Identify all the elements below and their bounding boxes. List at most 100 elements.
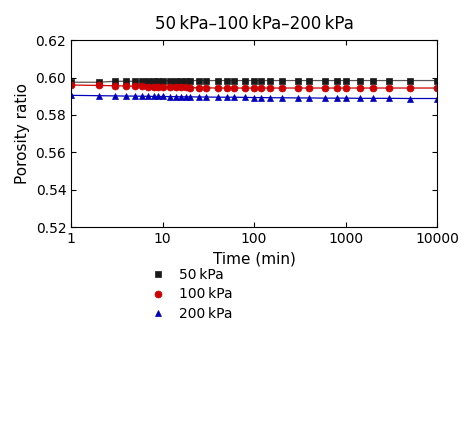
100 kPa — [96, 83, 101, 88]
100 kPa — [370, 85, 376, 91]
200 kPa — [155, 94, 161, 99]
Line: 50 kPa: 50 kPa — [68, 77, 440, 86]
50 kPa — [203, 78, 209, 83]
200 kPa — [139, 94, 145, 99]
Line: 200 kPa: 200 kPa — [68, 92, 440, 102]
Y-axis label: Porosity ratio: Porosity ratio — [15, 83, 30, 184]
100 kPa — [155, 84, 161, 89]
200 kPa — [251, 95, 257, 100]
50 kPa — [295, 78, 301, 83]
200 kPa — [224, 95, 229, 100]
50 kPa — [231, 78, 237, 83]
50 kPa — [151, 78, 156, 83]
100 kPa — [334, 85, 339, 91]
100 kPa — [123, 83, 129, 88]
50 kPa — [370, 78, 376, 83]
100 kPa — [187, 85, 193, 90]
200 kPa — [334, 96, 339, 101]
100 kPa — [434, 85, 440, 91]
200 kPa — [146, 94, 151, 99]
100 kPa — [139, 84, 145, 89]
200 kPa — [322, 96, 328, 101]
200 kPa — [123, 94, 129, 99]
100 kPa — [132, 84, 138, 89]
50 kPa — [279, 78, 284, 83]
200 kPa — [242, 95, 248, 100]
100 kPa — [160, 84, 165, 89]
50 kPa — [123, 79, 129, 84]
50 kPa — [407, 78, 412, 83]
Title: 50 kPa–100 kPa–200 kPa: 50 kPa–100 kPa–200 kPa — [155, 15, 354, 33]
200 kPa — [196, 94, 202, 99]
50 kPa — [267, 78, 273, 83]
100 kPa — [251, 85, 257, 91]
50 kPa — [187, 78, 193, 83]
200 kPa — [112, 94, 118, 99]
200 kPa — [187, 94, 193, 99]
200 kPa — [203, 94, 209, 99]
50 kPa — [224, 78, 229, 83]
50 kPa — [160, 78, 165, 83]
200 kPa — [160, 94, 165, 99]
200 kPa — [434, 96, 440, 101]
200 kPa — [370, 96, 376, 101]
200 kPa — [183, 94, 189, 99]
200 kPa — [386, 96, 392, 101]
200 kPa — [279, 95, 284, 100]
50 kPa — [322, 78, 328, 83]
50 kPa — [167, 78, 173, 83]
Legend: 50 kPa, 100 kPa, 200 kPa: 50 kPa, 100 kPa, 200 kPa — [144, 268, 232, 321]
200 kPa — [179, 94, 184, 99]
100 kPa — [224, 85, 229, 91]
200 kPa — [258, 95, 264, 100]
50 kPa — [132, 79, 138, 84]
100 kPa — [146, 84, 151, 89]
100 kPa — [322, 85, 328, 91]
100 kPa — [295, 85, 301, 91]
50 kPa — [357, 78, 363, 83]
100 kPa — [215, 85, 220, 91]
50 kPa — [306, 78, 312, 83]
200 kPa — [357, 96, 363, 101]
100 kPa — [68, 82, 74, 88]
200 kPa — [173, 94, 179, 99]
100 kPa — [231, 85, 237, 91]
200 kPa — [96, 93, 101, 98]
50 kPa — [139, 78, 145, 83]
200 kPa — [343, 96, 348, 101]
100 kPa — [242, 85, 248, 91]
200 kPa — [267, 95, 273, 100]
100 kPa — [167, 85, 173, 90]
100 kPa — [196, 85, 202, 91]
200 kPa — [295, 95, 301, 100]
200 kPa — [68, 93, 74, 98]
100 kPa — [267, 85, 273, 91]
50 kPa — [183, 78, 189, 83]
100 kPa — [203, 85, 209, 91]
100 kPa — [357, 85, 363, 91]
50 kPa — [215, 78, 220, 83]
200 kPa — [132, 94, 138, 99]
X-axis label: Time (min): Time (min) — [213, 252, 296, 267]
100 kPa — [407, 85, 412, 91]
100 kPa — [179, 85, 184, 90]
50 kPa — [68, 79, 74, 85]
200 kPa — [151, 94, 156, 99]
50 kPa — [96, 79, 101, 85]
50 kPa — [242, 78, 248, 83]
100 kPa — [183, 85, 189, 90]
50 kPa — [155, 78, 161, 83]
50 kPa — [386, 78, 392, 83]
100 kPa — [112, 83, 118, 88]
50 kPa — [173, 78, 179, 83]
100 kPa — [386, 85, 392, 91]
50 kPa — [112, 79, 118, 84]
100 kPa — [306, 85, 312, 91]
200 kPa — [167, 94, 173, 99]
50 kPa — [146, 78, 151, 83]
50 kPa — [343, 78, 348, 83]
100 kPa — [173, 85, 179, 90]
100 kPa — [343, 85, 348, 91]
100 kPa — [279, 85, 284, 91]
50 kPa — [251, 78, 257, 83]
